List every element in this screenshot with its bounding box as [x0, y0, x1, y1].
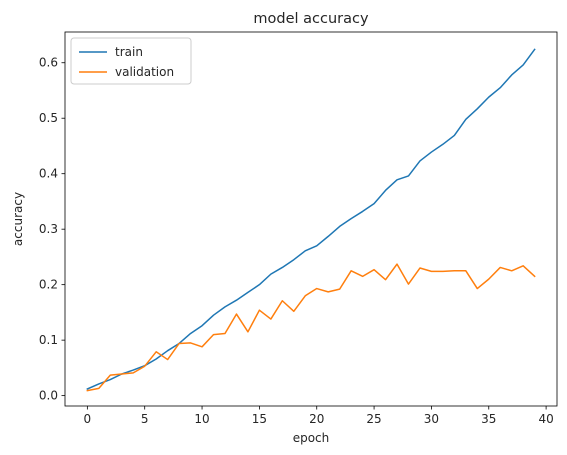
y-tick-label: 0.3	[39, 222, 58, 236]
x-axis-ticks: 0 5 10 15 20 25 30 35 40	[84, 406, 554, 426]
x-tick-label: 15	[252, 412, 267, 426]
x-tick-label: 20	[309, 412, 324, 426]
chart-title: model accuracy	[253, 11, 369, 27]
y-tick-label: 0.1	[39, 333, 58, 347]
x-tick-label: 30	[424, 412, 439, 426]
y-tick-label: 0.2	[39, 278, 58, 292]
y-tick-label: 0.5	[39, 111, 58, 125]
legend: train validation	[70, 37, 192, 85]
y-tick-label: 0.0	[39, 389, 58, 403]
legend-label-train: train	[115, 45, 143, 59]
x-tick-label: 10	[194, 412, 209, 426]
plot-frame	[64, 31, 558, 407]
y-axis-label: accuracy	[11, 192, 25, 246]
plot-lines	[86, 48, 536, 392]
x-tick-label: 25	[366, 412, 381, 426]
y-tick-label: 0.6	[39, 56, 58, 70]
series-line-validation	[86, 263, 536, 392]
x-axis-label: epoch	[293, 431, 330, 445]
x-tick-label: 40	[538, 412, 553, 426]
x-tick-label: 5	[141, 412, 149, 426]
x-tick-label: 35	[481, 412, 496, 426]
y-tick-label: 0.4	[39, 167, 58, 181]
y-axis-ticks: 0.0 0.1 0.2 0.3 0.4 0.5 0.6	[39, 56, 65, 403]
legend-label-validation: validation	[115, 65, 174, 79]
x-tick-label: 0	[84, 412, 92, 426]
